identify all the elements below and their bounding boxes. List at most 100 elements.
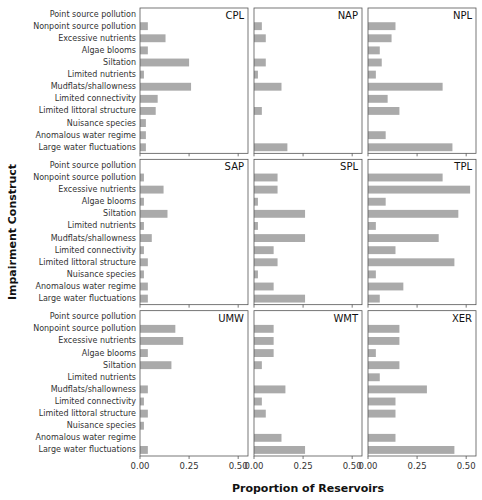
x-tick	[140, 305, 141, 308]
panel-title: UMW	[218, 313, 244, 324]
y-axis-label: Impairment Construct	[6, 164, 19, 300]
bar	[254, 349, 274, 357]
y-tick-label: Point source pollution	[50, 161, 136, 170]
bar	[368, 198, 386, 206]
y-tick-label: Anomalous water regime	[36, 433, 136, 442]
y-tick-label: Point source pollution	[50, 10, 136, 19]
x-tick-label: 0.00	[245, 461, 264, 471]
bars	[140, 325, 183, 454]
bar	[254, 295, 305, 303]
bar	[254, 398, 262, 406]
y-tick-label: Mudflats/shallowness	[51, 82, 136, 91]
bar	[368, 410, 395, 418]
bar	[254, 59, 266, 67]
bar	[140, 398, 144, 406]
x-tick-label: 0.25	[180, 461, 199, 471]
panel-title: NAP	[338, 10, 358, 21]
bar	[368, 34, 392, 42]
x-tick	[303, 153, 304, 156]
bars	[140, 22, 191, 151]
bar	[140, 325, 175, 333]
bar	[254, 222, 258, 230]
x-tick	[352, 456, 353, 459]
x-tick	[303, 305, 304, 308]
y-tick-label: Nonpoint source pollution	[33, 22, 136, 31]
bar	[254, 174, 278, 182]
panel: Point source pollution Nonpoint source po…	[33, 8, 248, 156]
bar	[254, 446, 305, 454]
bar	[254, 186, 278, 194]
bars	[368, 22, 452, 151]
x-tick	[417, 305, 418, 308]
bar	[254, 71, 258, 79]
x-tick	[189, 153, 190, 156]
bar	[140, 422, 144, 430]
x-tick	[466, 153, 467, 156]
bars	[368, 325, 454, 454]
bar	[254, 337, 274, 345]
bar	[140, 131, 146, 139]
x-tick	[352, 305, 353, 308]
frame	[368, 311, 476, 456]
y-tick-label: Siltation	[103, 209, 136, 218]
x-tick	[368, 305, 369, 308]
panel: TPL	[368, 159, 476, 307]
panel-title: SPL	[340, 161, 358, 172]
bar	[140, 410, 148, 418]
y-tick-label: Anomalous water regime	[36, 282, 136, 291]
bar	[140, 95, 158, 103]
panel-title: TPL	[453, 161, 472, 172]
bar	[140, 119, 146, 127]
panel: 0.000.250.50Point source pollutionNonpoi…	[33, 311, 248, 471]
bar	[368, 385, 427, 393]
bar	[140, 107, 156, 115]
panel-title: CPL	[225, 10, 244, 21]
y-tick-label: Limited littoral structure	[39, 409, 136, 418]
panel-title: WMT	[333, 313, 359, 324]
panel: 0.000.250.50XER	[359, 311, 476, 471]
y-tick-label: Nonpoint source pollution	[33, 173, 136, 182]
x-tick-label: 0.25	[408, 461, 427, 471]
bar	[368, 59, 382, 67]
x-tick	[466, 305, 467, 308]
bar	[368, 143, 452, 151]
bar	[368, 398, 395, 406]
y-tick-label: Large water fluctuations	[39, 294, 137, 303]
bar	[368, 95, 388, 103]
y-tick-label: Limited connectivity	[55, 397, 137, 406]
x-tick	[254, 153, 255, 156]
frame	[140, 159, 248, 304]
y-tick-label: Large water fluctuations	[39, 143, 137, 152]
y-tick-label: Large water fluctuations	[39, 445, 137, 454]
bar	[254, 410, 266, 418]
x-tick	[140, 456, 141, 459]
bars	[368, 174, 470, 303]
bar	[368, 246, 395, 254]
bar	[254, 283, 274, 291]
x-tick	[466, 456, 467, 459]
bar	[254, 385, 285, 393]
bar	[140, 349, 148, 357]
bar	[140, 246, 144, 254]
bars	[254, 174, 305, 303]
y-tick-label: Algae blooms	[82, 349, 136, 358]
bar	[140, 385, 148, 393]
bar	[254, 434, 281, 442]
x-tick	[352, 153, 353, 156]
bar	[368, 295, 380, 303]
bar	[368, 325, 399, 333]
panel-title: SAP	[225, 161, 244, 172]
bar	[368, 434, 395, 442]
x-tick-label: 0.25	[294, 461, 313, 471]
y-tick-label: Nuisance species	[67, 421, 136, 430]
x-tick-label: 0.50	[457, 461, 476, 471]
bar	[368, 270, 376, 278]
y-tick-label: Excessive nutrients	[58, 185, 136, 194]
x-tick-label: 0.00	[359, 461, 378, 471]
bar	[254, 270, 258, 278]
bar	[140, 22, 148, 30]
bar	[140, 186, 164, 194]
y-tick-label: Limited littoral structure	[39, 258, 136, 267]
panel: 0.000.250.50WMT	[245, 311, 362, 471]
x-tick	[368, 153, 369, 156]
